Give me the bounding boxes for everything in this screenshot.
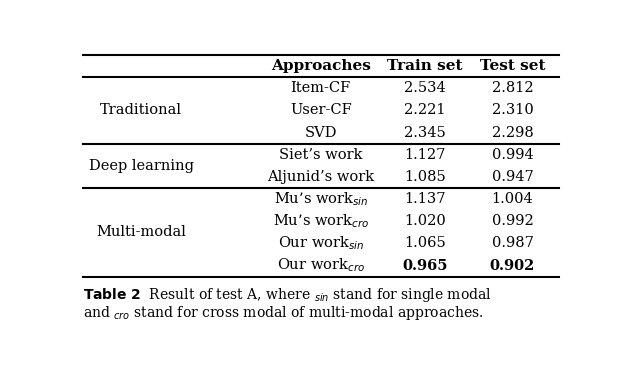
- Text: Our work$_{cro}$: Our work$_{cro}$: [277, 257, 365, 275]
- Text: Aljunid’s work: Aljunid’s work: [267, 170, 374, 184]
- Text: Traditional: Traditional: [100, 103, 182, 118]
- Text: 0.987: 0.987: [491, 237, 533, 250]
- Text: 1.137: 1.137: [404, 192, 446, 206]
- Text: 1.127: 1.127: [404, 148, 446, 162]
- Text: Mu’s work$_{cro}$: Mu’s work$_{cro}$: [273, 212, 369, 230]
- Text: 2.534: 2.534: [404, 81, 446, 95]
- Text: 2.221: 2.221: [404, 103, 446, 118]
- Text: 2.298: 2.298: [491, 126, 533, 139]
- Text: User-CF: User-CF: [290, 103, 352, 118]
- Text: 0.992: 0.992: [491, 214, 533, 228]
- Text: 1.020: 1.020: [404, 214, 446, 228]
- Text: Multi-modal: Multi-modal: [96, 225, 187, 239]
- Text: Approaches: Approaches: [271, 59, 371, 73]
- Text: SVD: SVD: [305, 126, 337, 139]
- Text: 1.004: 1.004: [491, 192, 533, 206]
- Text: 0.965: 0.965: [403, 258, 448, 273]
- Text: Item-CF: Item-CF: [290, 81, 351, 95]
- Text: Siet’s work: Siet’s work: [279, 148, 362, 162]
- Text: 1.085: 1.085: [404, 170, 446, 184]
- Text: 1.065: 1.065: [404, 237, 446, 250]
- Text: 2.812: 2.812: [491, 81, 533, 95]
- Text: Train set: Train set: [387, 59, 463, 73]
- Text: 0.947: 0.947: [491, 170, 533, 184]
- Text: Mu’s work$_{sin}$: Mu’s work$_{sin}$: [274, 190, 368, 208]
- Text: Test set: Test set: [480, 59, 545, 73]
- Text: Our work$_{sin}$: Our work$_{sin}$: [278, 235, 364, 252]
- Text: 2.345: 2.345: [404, 126, 446, 139]
- Text: 0.902: 0.902: [490, 258, 535, 273]
- Text: Deep learning: Deep learning: [89, 159, 194, 173]
- Text: $\mathbf{Table\ 2}$  Result of test A, where $_{sin}$ stand for single modal: $\mathbf{Table\ 2}$ Result of test A, wh…: [83, 286, 492, 304]
- Text: 0.994: 0.994: [491, 148, 533, 162]
- Text: and $_{cro}$ stand for cross modal of multi-modal approaches.: and $_{cro}$ stand for cross modal of mu…: [83, 305, 483, 323]
- Text: 2.310: 2.310: [491, 103, 533, 118]
